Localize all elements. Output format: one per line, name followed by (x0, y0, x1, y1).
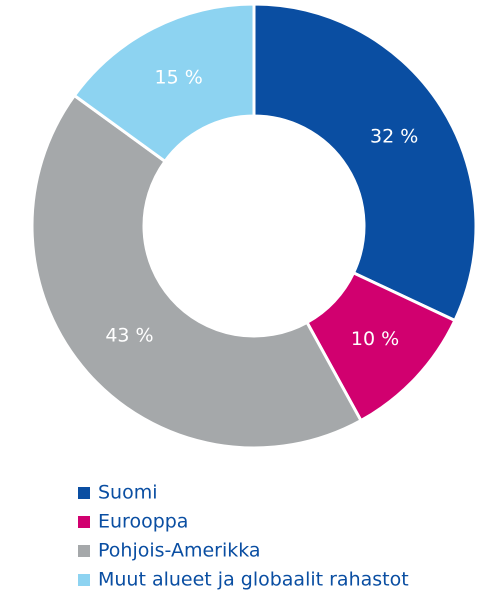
legend-label: Muut alueet ja globaalit rahastot (98, 569, 409, 591)
legend-swatch (78, 574, 90, 586)
legend-label: Eurooppa (98, 511, 188, 533)
data-label: 32 % (370, 126, 418, 148)
donut-slice (30, 93, 363, 450)
legend-swatch (78, 487, 90, 499)
donut-slice (252, 2, 478, 323)
legend-label: Suomi (98, 482, 158, 504)
legend-swatch (78, 516, 90, 528)
donut-slice (72, 2, 256, 164)
legend-swatch (78, 545, 90, 557)
legend-label: Pohjois-Amerikka (98, 540, 261, 562)
data-label: 15 % (154, 67, 202, 89)
data-label: 10 % (351, 328, 399, 350)
data-label: 43 % (105, 324, 153, 346)
